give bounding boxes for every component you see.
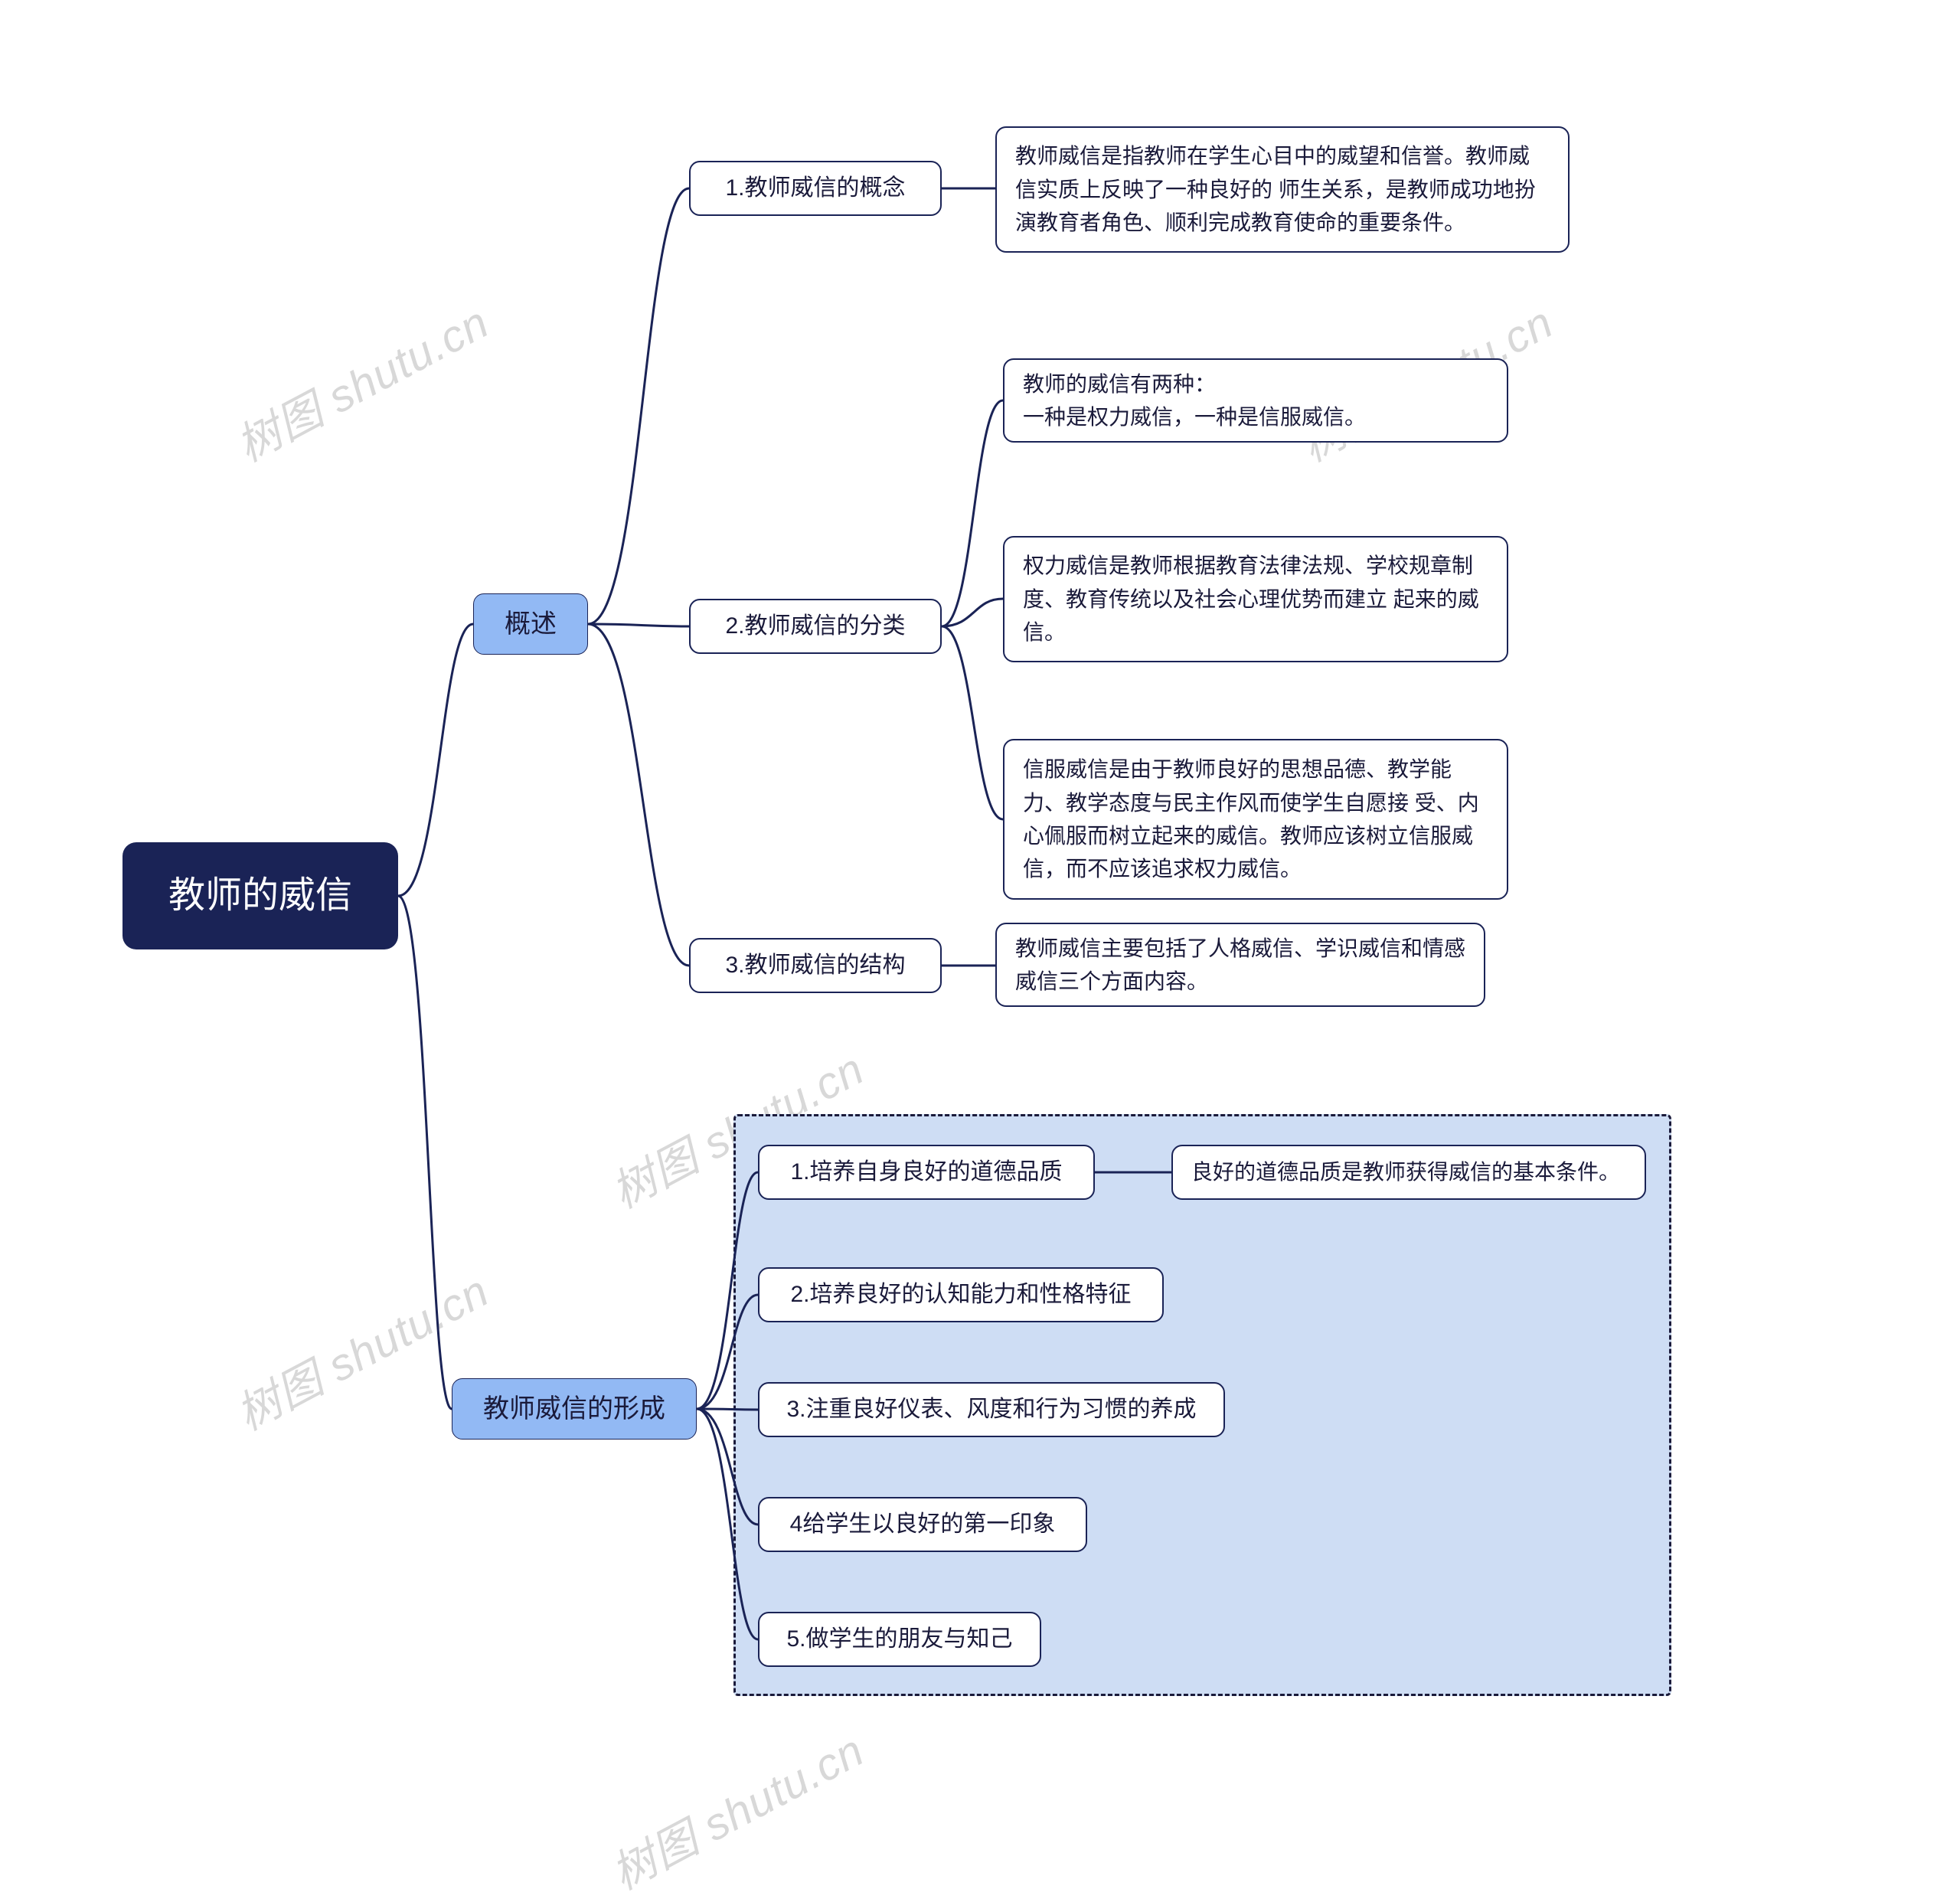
leaf-concept-desc-text: 教师威信是指教师在学生心目中的威望和信誉。教师威信实质上反映了一种良好的 师生关…	[1015, 139, 1550, 239]
sub-f1-label: 1.培养自身良好的道德品质	[790, 1155, 1062, 1191]
sub-concept-label: 1.教师威信的概念	[725, 171, 905, 207]
leaf-structure-desc-text: 教师威信主要包括了人格威信、学识威信和情感威信三个方面内容。	[1015, 932, 1465, 998]
leaf-concept-desc[interactable]: 教师威信是指教师在学生心目中的威望和信誉。教师威信实质上反映了一种良好的 师生关…	[995, 126, 1570, 253]
sub-concept[interactable]: 1.教师威信的概念	[689, 161, 942, 216]
leaf-types-c[interactable]: 信服威信是由于教师良好的思想品德、教学能力、教学态度与民主作风而使学生自愿接 受…	[1003, 739, 1508, 900]
leaf-types-a-text: 教师的威信有两种： 一种是权力威信，一种是信服威信。	[1023, 368, 1366, 434]
sub-structure-label: 3.教师威信的结构	[725, 948, 905, 984]
sub-types[interactable]: 2.教师威信的分类	[689, 599, 942, 654]
leaf-types-b-text: 权力威信是教师根据教育法律法规、学校规章制度、教育传统以及社会心理优势而建立 起…	[1023, 549, 1488, 649]
sub-types-label: 2.教师威信的分类	[725, 609, 905, 645]
leaf-types-c-text: 信服威信是由于教师良好的思想品德、教学能力、教学态度与民主作风而使学生自愿接 受…	[1023, 753, 1488, 886]
sub-f3-label: 3.注重良好仪表、风度和行为习惯的养成	[786, 1392, 1196, 1428]
sub-f2[interactable]: 2.培养良好的认知能力和性格特征	[758, 1267, 1164, 1322]
leaf-f1-desc[interactable]: 良好的道德品质是教师获得威信的基本条件。	[1171, 1145, 1646, 1200]
sub-f4-label: 4给学生以良好的第一印象	[790, 1507, 1056, 1543]
root-node[interactable]: 教师的威信	[122, 842, 398, 949]
root-label: 教师的威信	[168, 868, 352, 924]
leaf-structure-desc[interactable]: 教师威信主要包括了人格威信、学识威信和情感威信三个方面内容。	[995, 923, 1485, 1007]
leaf-types-a[interactable]: 教师的威信有两种： 一种是权力威信，一种是信服威信。	[1003, 358, 1508, 443]
watermark: 树图 shutu.cn	[598, 1715, 873, 1902]
sub-structure[interactable]: 3.教师威信的结构	[689, 938, 942, 993]
sub-f4[interactable]: 4给学生以良好的第一印象	[758, 1497, 1087, 1552]
leaf-types-b[interactable]: 权力威信是教师根据教育法律法规、学校规章制度、教育传统以及社会心理优势而建立 起…	[1003, 536, 1508, 662]
branch-formation-label: 教师威信的形成	[483, 1389, 665, 1430]
branch-overview-label: 概述	[505, 604, 557, 645]
watermark: 树图 shutu.cn	[223, 287, 498, 474]
sub-f3[interactable]: 3.注重良好仪表、风度和行为习惯的养成	[758, 1382, 1225, 1437]
sub-f1[interactable]: 1.培养自身良好的道德品质	[758, 1145, 1095, 1200]
branch-formation[interactable]: 教师威信的形成	[452, 1378, 697, 1440]
sub-f5[interactable]: 5.做学生的朋友与知己	[758, 1612, 1041, 1667]
sub-f2-label: 2.培养良好的认知能力和性格特征	[790, 1277, 1131, 1313]
leaf-f1-desc-text: 良好的道德品质是教师获得威信的基本条件。	[1191, 1155, 1620, 1188]
branch-overview[interactable]: 概述	[473, 593, 588, 655]
sub-f5-label: 5.做学生的朋友与知己	[786, 1622, 1012, 1658]
